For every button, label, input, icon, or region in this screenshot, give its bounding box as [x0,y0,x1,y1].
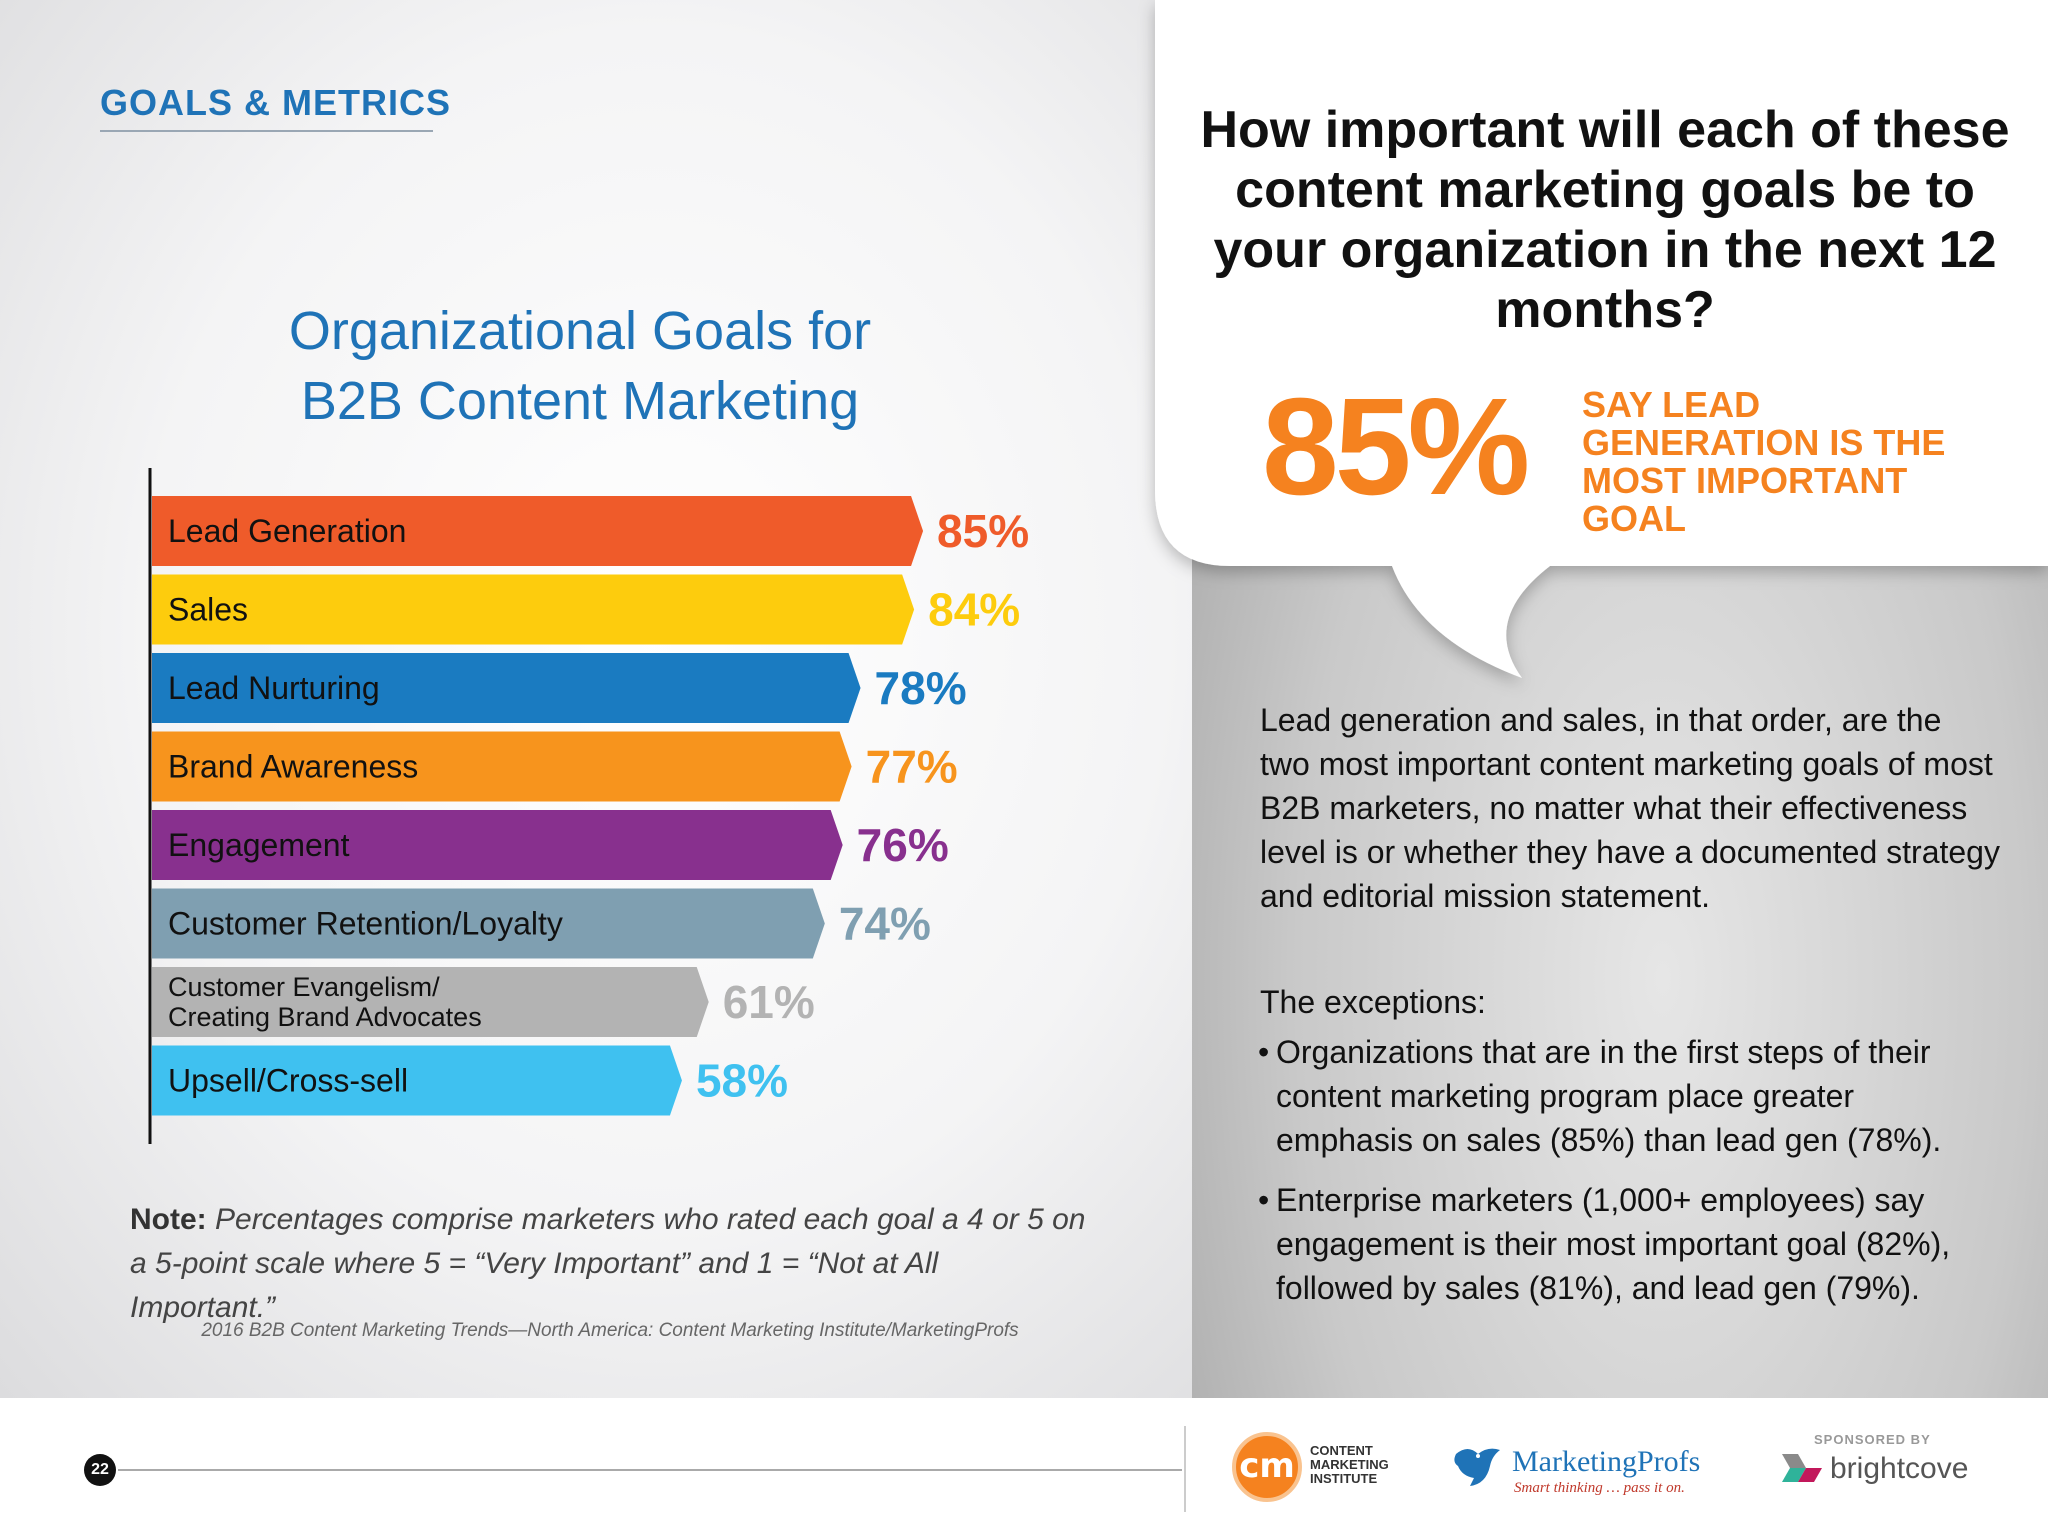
category-label: Engagement [168,827,350,863]
value-label: 61% [723,976,815,1028]
cmi-logo-text: CONTENT MARKETING INSTITUTE [1310,1444,1389,1486]
value-label: 78% [875,662,967,714]
category-label: Customer Evangelism/ [168,972,440,1002]
footer-rule [118,1469,1182,1471]
cmi-logo[interactable]: cm [1232,1432,1302,1502]
marketingprofs-tagline: Smart thinking … pass it on. [1514,1480,1685,1496]
category-label: Brand Awareness [168,749,418,785]
section-label: GOALS & METRICS [100,82,452,123]
list-item: • Organizations that are in the first ste… [1258,1030,1998,1162]
category-label: Lead Generation [168,513,406,549]
category-label: Customer Retention/Loyalty [168,906,563,942]
sponsored-label: SPONSORED BY [1814,1432,1931,1447]
stat-caption: SAY LEAD GENERATION IS THE MOST IMPORTAN… [1582,384,1946,539]
bar [152,731,852,802]
bird-icon [1454,1448,1500,1486]
footer [0,1398,2048,1536]
category-label: Lead Nurturing [168,670,380,706]
big-stat: 85% [1262,370,1530,524]
value-label: 85% [937,505,1029,557]
value-label: 77% [866,741,958,793]
page-number: 22 [84,1454,116,1486]
note-label: Note: [130,1203,207,1236]
brightcove-logo[interactable]: brightcove [1830,1452,1969,1485]
cmi-text-line: MARKETING [1310,1457,1389,1472]
list-item: • Enterprise marketers (1,000+ employees)… [1258,1178,1998,1310]
section-underline [100,130,433,132]
bar [152,967,709,1037]
bullet-icon: • [1258,1182,1270,1218]
cmi-text-line: INSTITUTE [1310,1471,1378,1486]
chart-title-line-2: B2B Content Marketing [300,371,860,431]
bar-chart: Lead Generation 85% Sales 84% Lead Nurturing… [148,468,1029,1144]
category-label: Upsell/Cross-sell [168,1063,408,1099]
chart-title: Organizational Goals for B2B Content Mar… [160,296,1000,436]
bar [152,496,924,566]
category-label: Sales [168,592,248,628]
marketingprofs-logo[interactable]: MarketingProfs [1512,1445,1701,1478]
exceptions-heading: The exceptions: [1260,984,1486,1020]
question-heading: How important will each of these content… [1200,101,2010,339]
bar [152,653,861,723]
note-text: Percentages comprise marketers who rated… [130,1203,1086,1324]
value-label: 58% [696,1055,788,1107]
bullet-text: Organizations that are in the first step… [1276,1034,1942,1158]
source-citation: 2016 B2B Content Marketing Trends—North … [201,1320,1019,1341]
bar [152,810,843,880]
bar [152,1045,682,1116]
footer-divider [1184,1426,1186,1512]
value-label: 84% [928,584,1020,636]
bullet-icon: • [1258,1034,1270,1070]
category-label: Creating Brand Advocates [168,1002,482,1032]
bar [152,574,915,645]
exceptions-list: • Organizations that are in the first ste… [1258,1030,1998,1326]
value-label: 74% [839,898,931,950]
value-label: 76% [857,819,949,871]
cmi-text-line: CONTENT [1310,1443,1373,1458]
body-text: Lead generation and sales, in that order… [1260,702,2000,914]
chart-note: Note: Percentages comprise marketers who… [130,1198,1090,1330]
bar [152,888,825,959]
chart-title-line-1: Organizational Goals for [288,301,872,361]
bullet-text: Enterprise marketers (1,000+ employees) … [1276,1182,1951,1306]
brightcove-mark-icon [1782,1454,1822,1482]
